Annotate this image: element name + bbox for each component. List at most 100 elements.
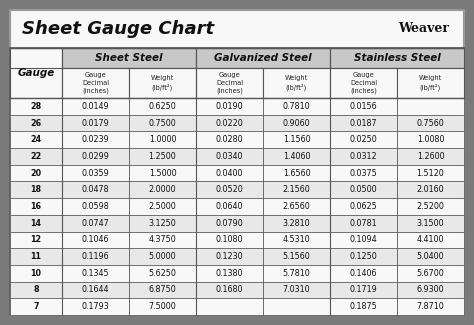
Text: 2.0160: 2.0160: [417, 185, 444, 194]
Text: Weight
(lb/ft²): Weight (lb/ft²): [151, 75, 174, 91]
Text: Gauge
Decimal
(inches): Gauge Decimal (inches): [216, 72, 243, 94]
Text: 0.0598: 0.0598: [82, 202, 109, 211]
Text: 0.1250: 0.1250: [350, 252, 377, 261]
Text: 0.0190: 0.0190: [216, 102, 243, 111]
Text: 0.1406: 0.1406: [350, 269, 377, 278]
Text: 0.0149: 0.0149: [82, 102, 109, 111]
Text: 0.1046: 0.1046: [82, 235, 109, 244]
Text: 0.1875: 0.1875: [350, 302, 377, 311]
Text: 8: 8: [33, 285, 39, 294]
Text: 26: 26: [30, 119, 42, 127]
Bar: [330, 48, 464, 68]
Text: 24: 24: [30, 135, 42, 144]
Bar: [330, 68, 397, 98]
Text: 3.2810: 3.2810: [283, 219, 310, 228]
Bar: [10, 48, 62, 98]
Text: 0.7560: 0.7560: [417, 119, 444, 127]
Text: 1.2500: 1.2500: [149, 152, 176, 161]
Bar: [10, 131, 464, 148]
Bar: [10, 48, 464, 315]
Text: 1.1560: 1.1560: [283, 135, 310, 144]
Bar: [10, 165, 464, 181]
Text: 7.5000: 7.5000: [149, 302, 176, 311]
Text: 0.7810: 0.7810: [283, 102, 310, 111]
Text: 0.0640: 0.0640: [216, 202, 243, 211]
Bar: [10, 198, 464, 215]
Text: 0.0250: 0.0250: [350, 135, 377, 144]
Text: 0.0156: 0.0156: [350, 102, 377, 111]
Text: 0.1094: 0.1094: [350, 235, 377, 244]
Bar: [10, 181, 464, 198]
Bar: [196, 68, 263, 98]
Bar: [10, 98, 464, 115]
Bar: [397, 68, 464, 98]
Text: Weight
(lb/ft²): Weight (lb/ft²): [419, 75, 442, 91]
Text: Weaver: Weaver: [398, 22, 449, 35]
Text: 5.0000: 5.0000: [149, 252, 176, 261]
Text: 12: 12: [30, 235, 42, 244]
Bar: [10, 215, 464, 231]
Text: 7.8710: 7.8710: [417, 302, 444, 311]
Bar: [10, 148, 464, 165]
Bar: [10, 298, 464, 315]
Text: 0.0179: 0.0179: [82, 119, 109, 127]
Text: 0.7500: 0.7500: [149, 119, 176, 127]
Text: 0.1080: 0.1080: [216, 235, 243, 244]
Bar: [263, 68, 330, 98]
Text: 5.7810: 5.7810: [283, 269, 310, 278]
Bar: [10, 282, 464, 298]
Text: 0.0625: 0.0625: [350, 202, 377, 211]
Text: 1.5000: 1.5000: [149, 169, 176, 178]
Text: 0.0359: 0.0359: [82, 169, 109, 178]
Bar: [10, 231, 464, 248]
Bar: [62, 48, 196, 68]
Text: 2.5200: 2.5200: [417, 202, 445, 211]
Text: 0.0239: 0.0239: [82, 135, 109, 144]
Text: 20: 20: [30, 169, 42, 178]
Text: Stainless Steel: Stainless Steel: [354, 53, 440, 63]
Text: 0.0312: 0.0312: [350, 152, 377, 161]
Text: 0.1345: 0.1345: [82, 269, 109, 278]
Text: 6.8750: 6.8750: [149, 285, 176, 294]
Text: Galvanized Steel: Galvanized Steel: [214, 53, 312, 63]
Text: Weight
(lb/ft²): Weight (lb/ft²): [285, 75, 308, 91]
Text: 4.3750: 4.3750: [149, 235, 176, 244]
Text: 2.5000: 2.5000: [149, 202, 176, 211]
Text: 0.6250: 0.6250: [149, 102, 176, 111]
Text: 0.0747: 0.0747: [82, 219, 109, 228]
Text: Gauge
Decimal
(inches): Gauge Decimal (inches): [82, 72, 109, 94]
Text: Gauge
Decimal
(inches): Gauge Decimal (inches): [350, 72, 377, 94]
Text: 0.0280: 0.0280: [216, 135, 243, 144]
Text: 0.1196: 0.1196: [82, 252, 109, 261]
Text: 0.0187: 0.0187: [350, 119, 377, 127]
Bar: [10, 115, 464, 131]
Text: 7.0310: 7.0310: [283, 285, 310, 294]
Text: 5.6250: 5.6250: [148, 269, 176, 278]
Text: 0.1793: 0.1793: [82, 302, 109, 311]
Text: 2.0000: 2.0000: [149, 185, 176, 194]
Text: 5.1560: 5.1560: [283, 252, 310, 261]
Text: 4.4100: 4.4100: [417, 235, 444, 244]
Text: Sheet Steel: Sheet Steel: [95, 53, 163, 63]
Text: 1.5120: 1.5120: [417, 169, 444, 178]
Text: 0.1680: 0.1680: [216, 285, 243, 294]
Text: 14: 14: [30, 219, 42, 228]
Text: 1.0000: 1.0000: [149, 135, 176, 144]
Text: 28: 28: [30, 102, 42, 111]
Text: 3.1500: 3.1500: [417, 219, 444, 228]
Text: 2.1560: 2.1560: [283, 185, 310, 194]
Text: 11: 11: [30, 252, 42, 261]
Text: 2.6560: 2.6560: [283, 202, 310, 211]
Text: 0.9060: 0.9060: [283, 119, 310, 127]
Text: 0.1719: 0.1719: [350, 285, 377, 294]
Text: 18: 18: [30, 185, 42, 194]
Bar: [10, 265, 464, 282]
Text: 5.6700: 5.6700: [417, 269, 444, 278]
Text: 0.0781: 0.0781: [350, 219, 377, 228]
Text: 10: 10: [30, 269, 42, 278]
Text: 0.1380: 0.1380: [216, 269, 243, 278]
Bar: [10, 248, 464, 265]
Text: 4.5310: 4.5310: [283, 235, 310, 244]
Text: 0.0520: 0.0520: [216, 185, 243, 194]
Text: 7: 7: [33, 302, 39, 311]
